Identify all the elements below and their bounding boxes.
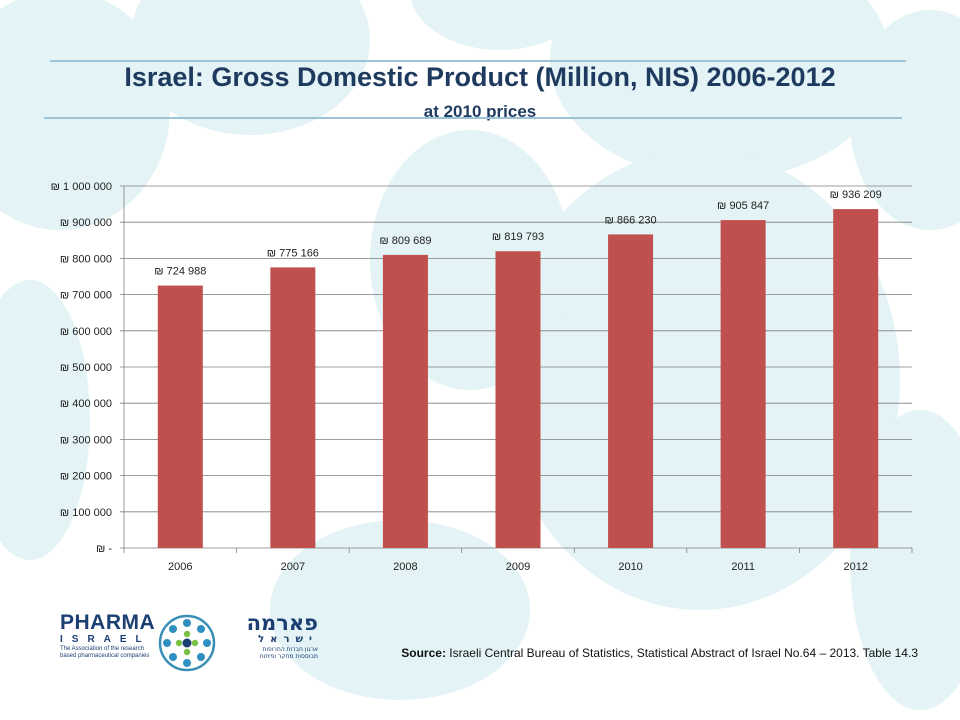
- background-blob: [500, 150, 900, 610]
- x-tick-label-2010: 2010: [618, 561, 642, 573]
- y-tick-label: ₪ 400 000: [60, 398, 112, 410]
- bar-2011: [720, 220, 766, 549]
- data-label-2011: ₪ 905 847: [717, 200, 769, 212]
- source-note: Source: Israeli Central Bureau of Statis…: [401, 646, 918, 660]
- data-label-2012: ₪ 936 209: [830, 189, 882, 201]
- y-tick-label: ₪ 600 000: [60, 326, 112, 338]
- page-subtitle: at 2010 prices: [423, 102, 537, 121]
- title-rule-bottom: [44, 117, 902, 119]
- background-blob: [0, 0, 170, 230]
- y-tick-label: ₪ 200 000: [60, 471, 112, 483]
- bar-2007: [270, 267, 316, 548]
- source-text: Israeli Central Bureau of Statistics, St…: [449, 646, 918, 660]
- logo-wordmark-he-2: ישראל: [258, 634, 318, 645]
- x-tick-label-2012: 2012: [843, 561, 867, 573]
- background-blob: [411, 0, 589, 50]
- bar-2006: [157, 285, 203, 548]
- y-tick-label: ₪ 300 000: [60, 434, 112, 446]
- data-label-2007: ₪ 775 166: [267, 247, 319, 259]
- page-title: Israel: Gross Domestic Product (Million,…: [124, 62, 836, 92]
- pharma-israel-logo: PHARMA ISRAEL The Association of the res…: [60, 612, 320, 674]
- x-tick-label-2009: 2009: [506, 561, 530, 573]
- logo-wordmark-he: פארמה: [246, 611, 318, 635]
- logo-tagline-en-2: based pharmaceutical companies: [60, 653, 150, 659]
- logo-wordmark-en: PHARMA: [60, 611, 156, 634]
- logo-english: PHARMA ISRAEL The Association of the res…: [60, 612, 160, 660]
- title-rule-top: [50, 60, 906, 62]
- y-tick-label: ₪ 900 000: [60, 217, 112, 229]
- background-blob: [130, 0, 370, 135]
- network-circle-icon: [158, 614, 216, 672]
- background-blob: [850, 10, 960, 230]
- y-tick-label: ₪ 800 000: [60, 253, 112, 265]
- x-tick-label-2008: 2008: [393, 561, 417, 573]
- background-blob: [0, 280, 90, 560]
- y-tick-label: ₪ 1 000 000: [51, 181, 112, 193]
- logo-tagline-en-1: The Association of the research: [60, 646, 145, 652]
- background-blob: [270, 520, 530, 700]
- y-tick-label: ₪ -: [96, 543, 112, 555]
- bar-2009: [495, 251, 541, 549]
- logo-tagline-he-2: מבוססות מחקר ופיתוח: [259, 653, 318, 660]
- x-tick-label-2006: 2006: [168, 561, 192, 573]
- source-label: Source:: [401, 646, 446, 660]
- bar-2010: [608, 234, 654, 548]
- data-label-2006: ₪ 724 988: [154, 266, 206, 278]
- data-label-2008: ₪ 809 689: [379, 235, 431, 247]
- bar-2008: [382, 254, 428, 548]
- bar-2012: [833, 209, 879, 548]
- x-tick-label-2007: 2007: [281, 561, 305, 573]
- logo-wordmark-en-2: ISRAEL: [60, 634, 151, 645]
- logo-hebrew: פארמה ישראל ארגון חברות התרופות מבוססות …: [218, 612, 318, 660]
- background-blob: [550, 0, 890, 180]
- y-tick-label: ₪ 700 000: [60, 290, 112, 302]
- y-tick-label: ₪ 500 000: [60, 362, 112, 374]
- y-tick-label: ₪ 100 000: [60, 507, 112, 519]
- data-label-2009: ₪ 819 793: [492, 231, 544, 243]
- data-label-2010: ₪ 866 230: [604, 214, 656, 226]
- x-tick-label-2011: 2011: [731, 561, 755, 573]
- logo-tagline-he-1: ארגון חברות התרופות: [262, 646, 318, 653]
